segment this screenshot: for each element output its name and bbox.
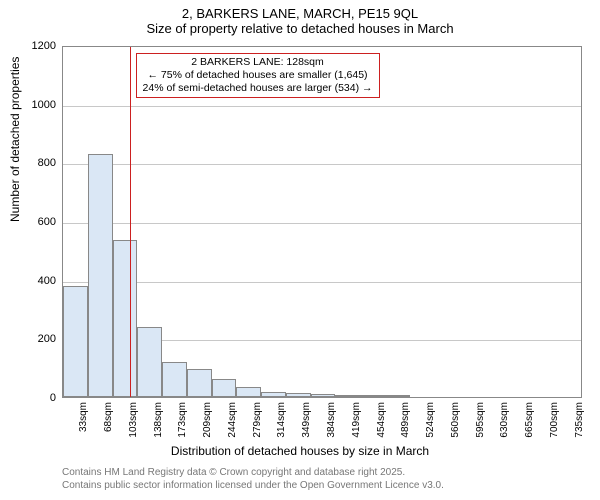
y-tick-label: 600	[6, 216, 56, 228]
x-tick-label: 173sqm	[177, 402, 188, 438]
bar	[335, 395, 360, 397]
x-tick-label: 630sqm	[499, 402, 510, 438]
y-tick-label: 200	[6, 333, 56, 345]
bar	[385, 395, 410, 397]
y-tick-label: 1200	[6, 40, 56, 52]
x-tick-label: 349sqm	[301, 402, 312, 438]
bar	[212, 379, 237, 397]
y-tick-label: 1000	[6, 99, 56, 111]
bar	[311, 394, 336, 397]
bar	[162, 362, 187, 397]
x-tick-label: 560sqm	[450, 402, 461, 438]
title-line-1: 2, BARKERS LANE, MARCH, PE15 9QL	[0, 6, 600, 21]
x-tick-label: 103sqm	[128, 402, 139, 438]
bar	[137, 327, 162, 397]
x-tick-label: 489sqm	[400, 402, 411, 438]
attribution-text: Contains HM Land Registry data © Crown c…	[62, 466, 444, 492]
x-tick-label: 384sqm	[326, 402, 337, 438]
x-tick-label: 68sqm	[103, 402, 114, 432]
gridline	[63, 164, 581, 165]
x-tick-label: 524sqm	[425, 402, 436, 438]
annotation-line-2: ← 75% of detached houses are smaller (1,…	[143, 69, 373, 82]
bar	[236, 387, 261, 397]
y-tick-label: 0	[6, 392, 56, 404]
plot-frame: 2 BARKERS LANE: 128sqm ← 75% of detached…	[62, 46, 582, 398]
chart-plot-area: 2 BARKERS LANE: 128sqm ← 75% of detached…	[62, 46, 582, 398]
x-tick-label: 454sqm	[376, 402, 387, 438]
bar	[360, 395, 385, 397]
gridline	[63, 106, 581, 107]
y-tick-label: 800	[6, 157, 56, 169]
x-axis-label: Distribution of detached houses by size …	[0, 444, 600, 458]
title-line-2: Size of property relative to detached ho…	[0, 21, 600, 36]
x-tick-label: 138sqm	[153, 402, 164, 438]
x-tick-label: 314sqm	[276, 402, 287, 438]
x-tick-label: 665sqm	[524, 402, 535, 438]
bar	[88, 154, 113, 397]
gridline	[63, 223, 581, 224]
chart-title: 2, BARKERS LANE, MARCH, PE15 9QL Size of…	[0, 0, 600, 36]
annotation-line-1: 2 BARKERS LANE: 128sqm	[143, 56, 373, 69]
annotation-line-3: 24% of semi-detached houses are larger (…	[143, 82, 373, 95]
y-axis-label: Number of detached properties	[8, 57, 22, 222]
y-tick-label: 400	[6, 275, 56, 287]
bar	[187, 369, 212, 397]
bar	[63, 286, 88, 397]
x-tick-label: 419sqm	[351, 402, 362, 438]
x-tick-label: 209sqm	[202, 402, 213, 438]
bar	[261, 392, 286, 397]
x-tick-label: 735sqm	[574, 402, 585, 438]
annotation-box: 2 BARKERS LANE: 128sqm ← 75% of detached…	[136, 53, 380, 98]
x-tick-label: 279sqm	[252, 402, 263, 438]
bar	[286, 393, 311, 397]
attribution-line-1: Contains HM Land Registry data © Crown c…	[62, 466, 444, 479]
property-marker-line	[130, 47, 132, 397]
x-tick-label: 33sqm	[78, 402, 89, 432]
x-tick-label: 595sqm	[475, 402, 486, 438]
gridline	[63, 282, 581, 283]
bar	[113, 240, 138, 397]
x-tick-label: 700sqm	[549, 402, 560, 438]
attribution-line-2: Contains public sector information licen…	[62, 479, 444, 492]
x-tick-label: 244sqm	[227, 402, 238, 438]
